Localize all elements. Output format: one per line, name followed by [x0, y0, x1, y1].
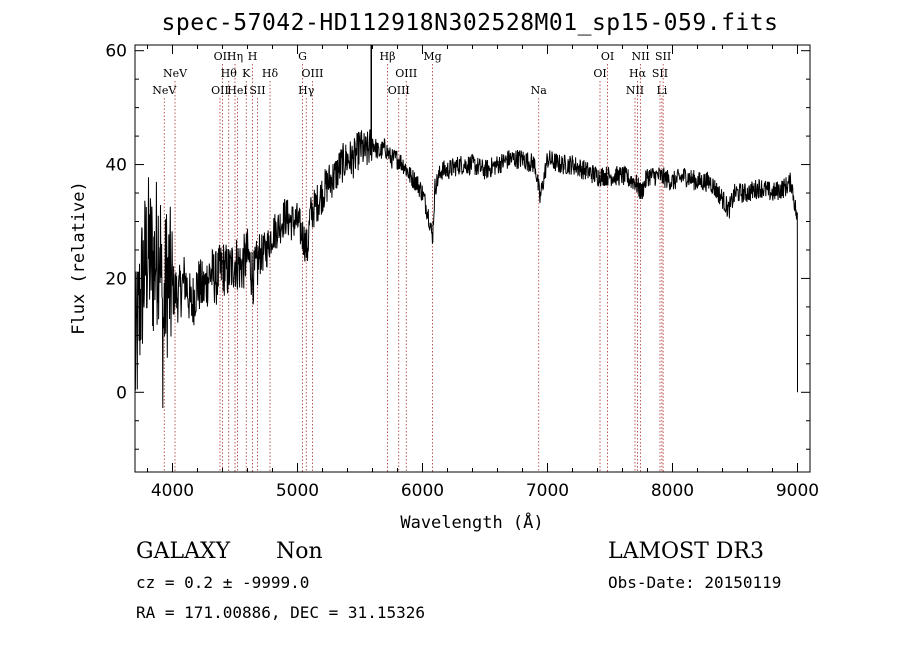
line-label: OIII	[388, 84, 410, 97]
line-label: OIII	[301, 67, 323, 80]
line-label: NeV	[163, 67, 188, 80]
line-label: SII	[249, 84, 265, 97]
line-label: OII	[214, 50, 232, 63]
line-label: Hδ	[262, 67, 279, 80]
chart-title: spec-57042-HD112918N302528M01_sp15-059.f…	[161, 10, 779, 36]
line-label: Hη	[227, 50, 243, 63]
object-subclass: Non	[276, 539, 323, 564]
line-label: Hγ	[298, 84, 315, 97]
y-tick-label: 20	[105, 269, 127, 289]
line-label: Li	[656, 84, 667, 97]
x-axis-ticks: 4000 5000 6000 7000 8000 9000	[147, 45, 819, 501]
y-axis-ticks: 0 20 40 60	[105, 42, 810, 450]
line-label: Hβ	[380, 50, 396, 63]
spectral-line-labels: NeV NeV OII OII Hθ Hη HeI KH SII Hδ G Hγ OIII Hβ OIII O…	[152, 50, 671, 97]
object-class: GALAXY	[136, 539, 231, 564]
line-label: Hθ	[221, 67, 238, 80]
line-label: H	[248, 50, 258, 63]
x-tick-label: 8000	[651, 481, 694, 501]
line-label: OIII	[395, 67, 417, 80]
x-tick-label: 7000	[526, 481, 569, 501]
x-tick-label: 9000	[776, 481, 819, 501]
line-label: Hα	[629, 67, 647, 80]
line-label: HeI	[227, 84, 247, 97]
line-label: SII	[652, 67, 668, 80]
x-tick-label: 4000	[151, 481, 194, 501]
flux-curve-series	[134, 129, 798, 409]
line-label: OI	[593, 67, 606, 80]
sky-coordinates: RA = 171.00886, DEC = 31.15326	[136, 603, 425, 622]
x-axis-title: Wavelength (Å)	[400, 511, 543, 533]
line-label: NII	[626, 84, 644, 97]
observation-date: Obs-Date: 20150119	[608, 573, 782, 592]
x-tick-label: 5000	[276, 481, 319, 501]
line-label: NeV	[152, 84, 177, 97]
line-label: K	[242, 67, 251, 80]
line-label: SII	[655, 50, 671, 63]
survey-name: LAMOST DR3	[608, 539, 764, 564]
line-label: OII	[211, 84, 229, 97]
y-tick-label: 60	[105, 42, 127, 62]
y-tick-label: 0	[116, 383, 127, 403]
line-label: Mg	[423, 50, 441, 63]
redshift-readout: cz = 0.2 ± -9999.0	[136, 573, 310, 592]
spectral-line-markers	[163, 64, 664, 472]
x-tick-label: 6000	[401, 481, 444, 501]
line-label: G	[298, 50, 307, 63]
line-label: OI	[601, 50, 614, 63]
line-label: Na	[531, 84, 548, 97]
y-axis-title: Flux (relative)	[69, 181, 89, 335]
y-tick-label: 40	[105, 156, 127, 176]
line-label: NII	[631, 50, 649, 63]
